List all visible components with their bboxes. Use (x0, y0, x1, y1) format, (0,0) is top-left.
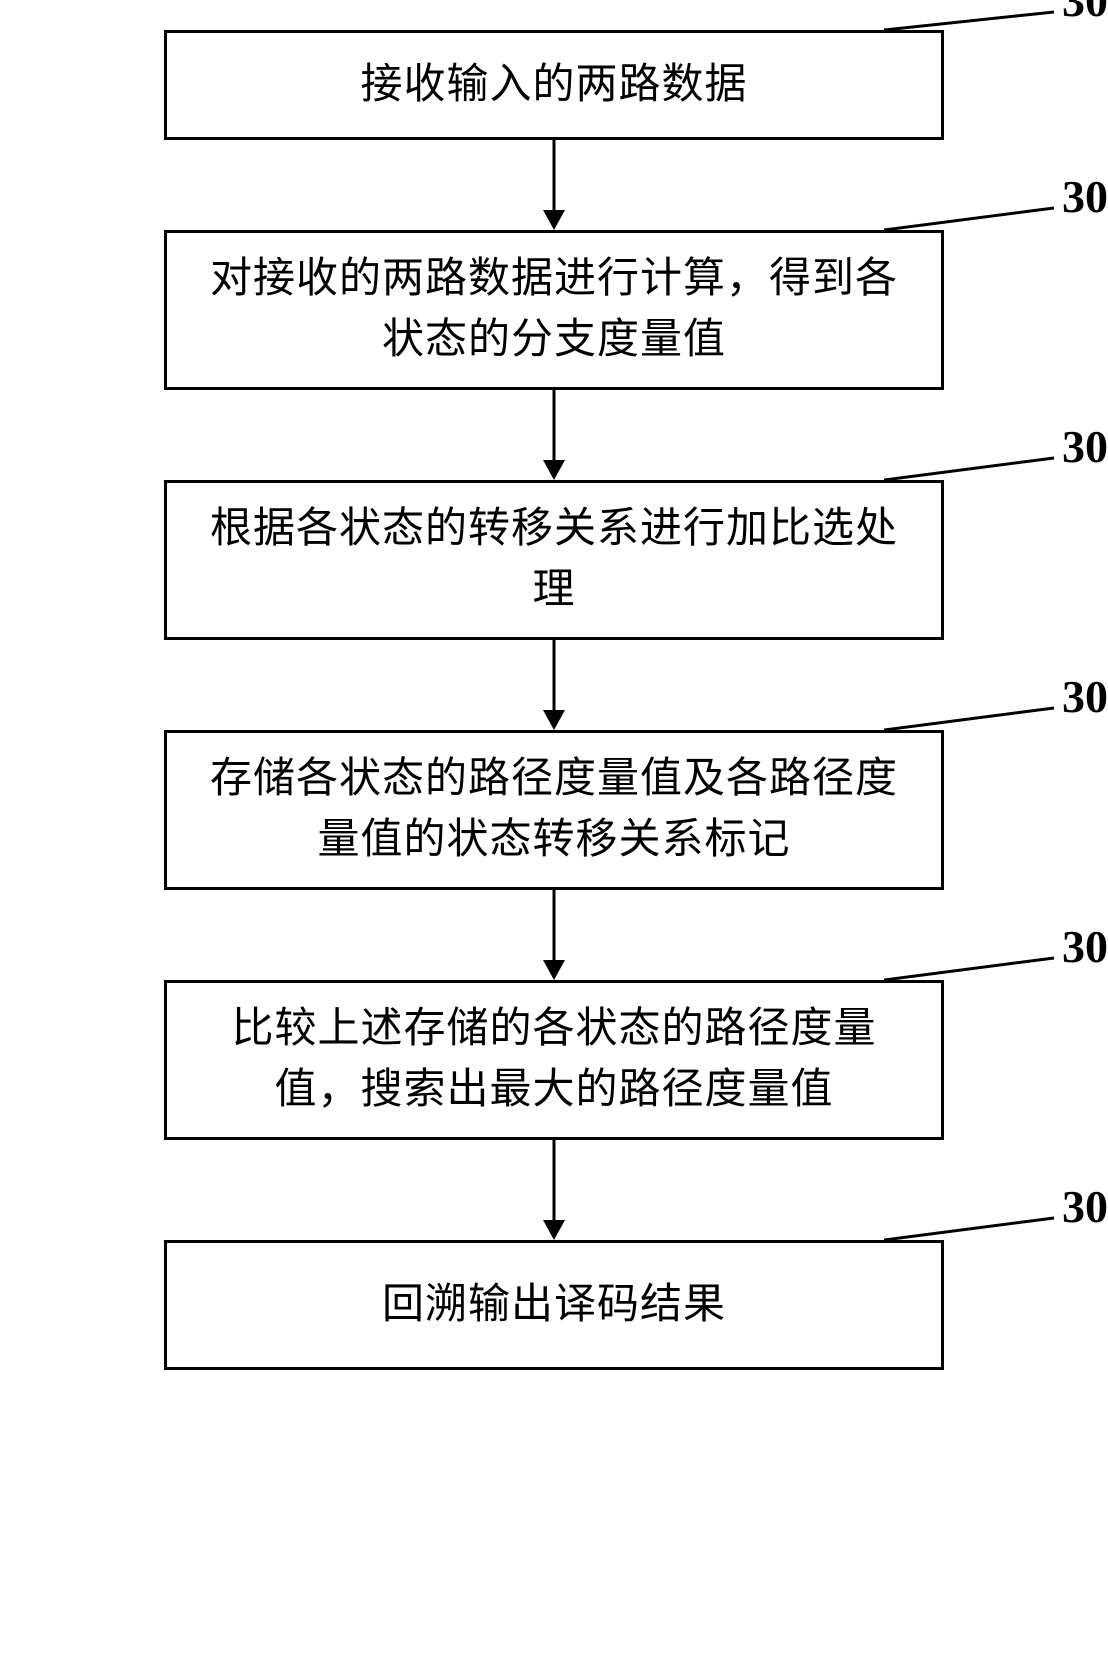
flow-box: 对接收的两路数据进行计算，得到各状态的分支度量值 (164, 230, 944, 390)
flow-box: 回溯输出译码结果 (164, 1240, 944, 1370)
step-number-label: 302 (1062, 170, 1108, 223)
step-number-label: 303 (1062, 420, 1108, 473)
flow-box: 接收输入的两路数据 (164, 30, 944, 140)
flow-box: 根据各状态的转移关系进行加比选处理 (164, 480, 944, 640)
flow-step: 存储各状态的路径度量值及各路径度量值的状态转移关系标记304 (50, 730, 1058, 890)
flow-box-text: 回溯输出译码结果 (382, 1275, 726, 1336)
flow-box: 比较上述存储的各状态的路径度量值，搜索出最大的路径度量值 (164, 980, 944, 1140)
flow-step: 对接收的两路数据进行计算，得到各状态的分支度量值302 (50, 230, 1058, 390)
flow-arrow-down (50, 1140, 1058, 1240)
step-number-label: 306 (1062, 1180, 1108, 1233)
step-number-label: 305 (1062, 920, 1108, 973)
flow-arrow-down (50, 390, 1058, 480)
flow-box-text: 存储各状态的路径度量值及各路径度量值的状态转移关系标记 (197, 749, 911, 871)
flow-box-text: 接收输入的两路数据 (360, 55, 747, 116)
flow-arrow-down (50, 640, 1058, 730)
flow-arrow-down (50, 140, 1058, 230)
step-number-label: 304 (1062, 670, 1108, 723)
flow-box-text: 比较上述存储的各状态的路径度量值，搜索出最大的路径度量值 (197, 999, 911, 1121)
flow-arrow-down (50, 890, 1058, 980)
flow-box-text: 根据各状态的转移关系进行加比选处理 (197, 499, 911, 621)
flow-step: 接收输入的两路数据301 (50, 30, 1058, 140)
flow-step: 根据各状态的转移关系进行加比选处理303 (50, 480, 1058, 640)
step-number-label: 301 (1062, 0, 1108, 27)
flow-step: 比较上述存储的各状态的路径度量值，搜索出最大的路径度量值305 (50, 980, 1058, 1140)
flow-box: 存储各状态的路径度量值及各路径度量值的状态转移关系标记 (164, 730, 944, 890)
flowchart-container: 接收输入的两路数据301 对接收的两路数据进行计算，得到各状态的分支度量值302 根… (50, 30, 1058, 1370)
flow-box-text: 对接收的两路数据进行计算，得到各状态的分支度量值 (197, 249, 911, 371)
flow-step: 回溯输出译码结果306 (50, 1240, 1058, 1370)
